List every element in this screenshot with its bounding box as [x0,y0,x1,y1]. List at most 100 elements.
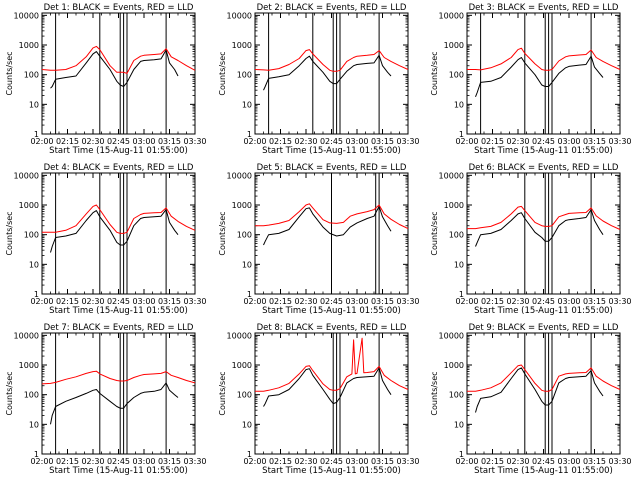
x-tick-label: 02:15 [269,137,292,146]
y-tick-label: 10000 [14,11,39,20]
y-tick-label: 1 [34,290,39,299]
x-tick-label: 02:45 [320,137,343,146]
plot-frame [41,12,196,135]
y-tick-label: 10000 [227,11,252,20]
x-tick-label: 02:00 [455,457,478,466]
x-tick-label: 02:00 [455,297,478,306]
chart-title: Det 3: BLACK = Events, RED = LLD [469,3,619,13]
lld-series-line [467,205,621,230]
x-tick-label: 03:15 [371,137,394,146]
y-tick-label: 1 [34,130,39,139]
y-tick-label: 10000 [227,171,252,180]
y-axis-label: Counts/sec [218,51,227,95]
x-tick-label: 03:30 [396,297,419,306]
y-tick-label: 1 [459,290,464,299]
x-axis-label: Start Time (15-Aug-11 01:55:00) [262,306,401,316]
y-axis-label: Counts/sec [218,371,227,415]
y-tick-label: 10000 [439,331,464,340]
y-tick-label: 1000 [444,41,464,50]
chart-panel-6: Det 6: BLACK = Events, RED = LLD 1 10 100 10… [430,163,632,316]
chart-title: Det 4: BLACK = Events, RED = LLD [44,163,194,173]
y-tick-label: 100 [24,391,39,400]
x-tick-label: 02:15 [481,297,504,306]
y-tick-label: 100 [237,71,252,80]
x-tick-label: 03:30 [608,137,631,146]
x-tick-label: 02:30 [81,137,104,146]
x-axis-label: Start Time (15-Aug-11 01:55:00) [474,146,613,156]
x-tick-label: 03:30 [608,457,631,466]
x-tick-label: 02:30 [294,457,317,466]
x-tick-label: 02:45 [320,297,343,306]
y-tick-label: 1 [247,450,252,459]
y-tick-label: 10 [29,100,39,109]
lld-series-line [254,49,409,72]
y-tick-label: 1000 [444,201,464,210]
y-tick-label: 10000 [227,331,252,340]
y-tick-label: 1000 [19,361,39,370]
x-tick-label: 02:30 [506,297,529,306]
y-tick-label: 1000 [19,41,39,50]
x-tick-label: 03:15 [158,457,181,466]
x-tick-label: 03:15 [583,137,606,146]
chart-title: Det 8: BLACK = Events, RED = LLD [257,323,407,333]
y-tick-label: 10 [242,420,252,429]
chart-panel-5: Det 5: BLACK = Events, RED = LLD 1 10 100 10… [218,163,420,316]
y-tick-label: 1000 [232,201,252,210]
x-tick-label: 02:45 [532,457,555,466]
y-tick-label: 100 [24,71,39,80]
y-axis-label: Counts/sec [5,51,14,95]
events-series-line [263,205,392,246]
x-tick-label: 03:00 [557,457,580,466]
chart-title: Det 1: BLACK = Events, RED = LLD [44,3,194,13]
chart-title: Det 6: BLACK = Events, RED = LLD [469,163,619,173]
lld-series-line [41,45,196,74]
y-tick-label: 10 [242,260,252,269]
x-tick-label: 02:15 [269,297,292,306]
x-tick-label: 03:15 [158,297,181,306]
chart-title: Det 5: BLACK = Events, RED = LLD [257,163,407,173]
x-tick-label: 02:00 [30,137,53,146]
x-tick-label: 02:45 [320,457,343,466]
y-axis-label: Counts/sec [430,51,439,95]
chart-title: Det 9: BLACK = Events, RED = LLD [469,323,619,333]
y-tick-label: 10 [242,100,252,109]
lld-series-line [467,364,621,392]
x-tick-label: 02:15 [56,137,79,146]
events-series-line [475,367,604,413]
chart-panel-7: Det 7: BLACK = Events, RED = LLD 1 10 100 10… [5,323,207,476]
x-tick-label: 03:00 [132,457,155,466]
events-series-line [50,382,179,425]
x-tick-label: 02:45 [532,297,555,306]
x-tick-label: 03:30 [183,137,206,146]
events-series-line [263,54,392,91]
events-series-line [475,55,604,97]
chart-panel-2: Det 2: BLACK = Events, RED = LLD 1 10 100 10… [218,3,420,156]
y-tick-label: 1 [34,450,39,459]
y-tick-label: 100 [449,231,464,240]
x-tick-label: 02:00 [30,297,53,306]
chart-panel-3: Det 3: BLACK = Events, RED = LLD 1 10 100 10… [430,3,632,156]
x-tick-label: 02:15 [56,297,79,306]
events-series-line [50,209,179,253]
y-tick-label: 100 [24,231,39,240]
x-tick-label: 03:00 [557,137,580,146]
x-axis-label: Start Time (15-Aug-11 01:55:00) [474,306,613,316]
events-series-line [263,367,392,407]
y-tick-label: 10000 [14,171,39,180]
x-tick-label: 02:30 [294,297,317,306]
chart-panel-8: Det 8: BLACK = Events, RED = LLD 1 10 100 10… [218,323,420,476]
x-tick-label: 03:30 [396,457,419,466]
chart-title: Det 2: BLACK = Events, RED = LLD [257,3,407,13]
x-tick-label: 03:15 [371,457,394,466]
y-tick-label: 100 [237,231,252,240]
x-axis-label: Start Time (15-Aug-11 01:55:00) [262,146,401,156]
y-tick-label: 10 [29,260,39,269]
x-tick-label: 03:15 [583,297,606,306]
y-tick-label: 10000 [439,171,464,180]
x-tick-label: 02:00 [30,457,53,466]
lld-series-line [467,47,621,71]
y-tick-label: 1 [459,130,464,139]
y-tick-label: 1000 [232,41,252,50]
y-tick-label: 10000 [14,331,39,340]
